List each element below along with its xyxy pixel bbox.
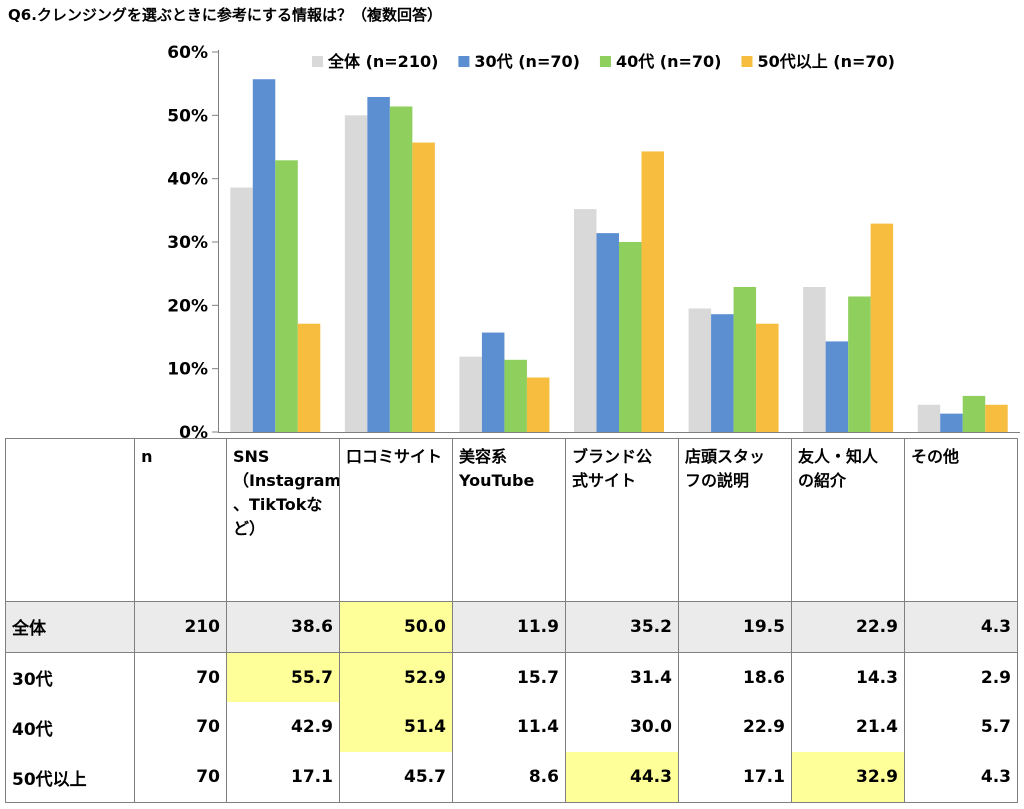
table-header-row: n SNS （Instagram 、TikTokな ど） 口コミサイト 美容系 YouTube… [4, 438, 1019, 602]
table-header-cell: SNS （Instagram 、TikTokな ど） [225, 438, 340, 602]
bar [962, 395, 986, 432]
bar [596, 233, 619, 432]
bar [367, 96, 390, 432]
bar [275, 160, 298, 433]
legend-swatch [458, 56, 470, 67]
value-cell: 5.7 [903, 702, 1019, 753]
bar [756, 323, 779, 432]
bar [803, 286, 826, 432]
value-cell: 4.3 [903, 752, 1019, 804]
table-row: 30代 70 55.7 52.9 15.7 31.4 18.6 14.3 2.9 [4, 652, 1019, 703]
bar-chart: 0% 10% 20% 30% 40% 50% 60% 全体 (n=210) 30代 (n=70)… [167, 43, 1020, 440]
y-tick-label: 20% [167, 296, 208, 316]
n-cell: 70 [134, 652, 227, 703]
bar [940, 413, 963, 432]
value-cell: 32.9 [790, 752, 905, 804]
legend-label: 40代 (n=70) [616, 52, 722, 71]
value-cell: 45.7 [338, 752, 453, 804]
bar [870, 223, 894, 432]
value-cell: 11.4 [451, 702, 566, 753]
bar [688, 308, 712, 432]
table-header-cell: ブランド公 式サイト [564, 438, 679, 602]
row-label: 30代 [4, 652, 136, 703]
data-table: n SNS （Instagram 、TikTokな ど） 口コミサイト 美容系 YouTube… [4, 438, 1019, 804]
value-cell: 4.3 [903, 600, 1019, 653]
n-cell: 70 [134, 752, 227, 804]
y-tick-label: 0% [179, 423, 208, 440]
legend-swatch [312, 56, 323, 67]
table-header-cell: 口コミサイト [338, 438, 453, 602]
value-cell: 38.6 [225, 600, 340, 653]
table-row: 全体 210 38.6 50.0 11.9 35.2 19.5 22.9 4.3 [4, 600, 1019, 653]
value-cell: 22.9 [677, 702, 792, 753]
bar [297, 323, 321, 432]
y-tick-label: 60% [167, 43, 208, 63]
value-cell: 50.0 [338, 600, 453, 653]
table-row: 40代 70 42.9 51.4 11.4 30.0 22.9 21.4 5.7 [4, 702, 1019, 753]
legend-box [296, 44, 1008, 78]
bar [985, 404, 1008, 432]
value-cell: 8.6 [451, 752, 566, 804]
bar [504, 359, 527, 432]
value-cell: 42.9 [225, 702, 340, 753]
value-cell: 17.1 [225, 752, 340, 804]
value-cell: 11.9 [451, 600, 566, 653]
bar [574, 209, 597, 432]
chart-title: Q6.クレンジングを選ぶときに参考にする情報は？（複数回答） [8, 6, 443, 24]
y-tick-label: 50% [167, 106, 208, 126]
legend-label: 30代 (n=70) [474, 52, 580, 71]
bar [711, 314, 734, 432]
value-cell: 35.2 [564, 600, 679, 653]
bar [252, 79, 276, 432]
value-cell: 18.6 [677, 652, 792, 703]
value-cell: 2.9 [903, 652, 1019, 703]
table-header-cell: 店頭スタッ フの説明 [677, 438, 792, 602]
value-cell: 31.4 [564, 652, 679, 703]
value-cell: 17.1 [677, 752, 792, 804]
legend-swatch [599, 56, 611, 67]
y-tick-label: 40% [167, 170, 208, 190]
bar [733, 286, 757, 432]
value-cell: 51.4 [338, 702, 453, 753]
y-tick-label: 10% [167, 360, 208, 380]
value-cell: 19.5 [677, 600, 792, 653]
legend-label: 全体 (n=210) [327, 52, 438, 71]
value-cell: 44.3 [564, 752, 679, 804]
legend-label: 50代以上 (n=70) [757, 52, 895, 71]
table-header-cell: n [134, 438, 227, 602]
row-label: 40代 [4, 702, 136, 753]
bar [917, 404, 941, 432]
y-tick-label: 30% [167, 233, 208, 253]
bar [412, 142, 435, 433]
bar [619, 242, 642, 432]
n-cell: 210 [134, 600, 227, 653]
row-label: 全体 [4, 600, 136, 653]
bar [641, 151, 664, 432]
value-cell: 15.7 [451, 652, 566, 703]
bar [230, 187, 253, 432]
bar [389, 106, 413, 432]
bar [344, 115, 368, 432]
n-cell: 70 [134, 702, 227, 753]
bar [481, 332, 505, 432]
table-header-cell: その他 [903, 438, 1019, 602]
table-header-cell: 美容系 YouTube [451, 438, 566, 602]
legend-swatch [741, 56, 753, 67]
value-cell: 21.4 [790, 702, 905, 753]
table-row: 50代以上 70 17.1 45.7 8.6 44.3 17.1 32.9 4.3 [4, 752, 1019, 804]
value-cell: 30.0 [564, 702, 679, 753]
table-header-cell [4, 438, 136, 602]
value-cell: 55.7 [225, 652, 340, 703]
bar [825, 341, 849, 432]
value-cell: 22.9 [790, 600, 905, 653]
bar [459, 356, 482, 432]
bar [526, 377, 550, 432]
bar [848, 296, 871, 432]
value-cell: 52.9 [338, 652, 453, 703]
table-header-cell: 友人・知人 の紹介 [790, 438, 905, 602]
value-cell: 14.3 [790, 652, 905, 703]
row-label: 50代以上 [4, 752, 136, 804]
